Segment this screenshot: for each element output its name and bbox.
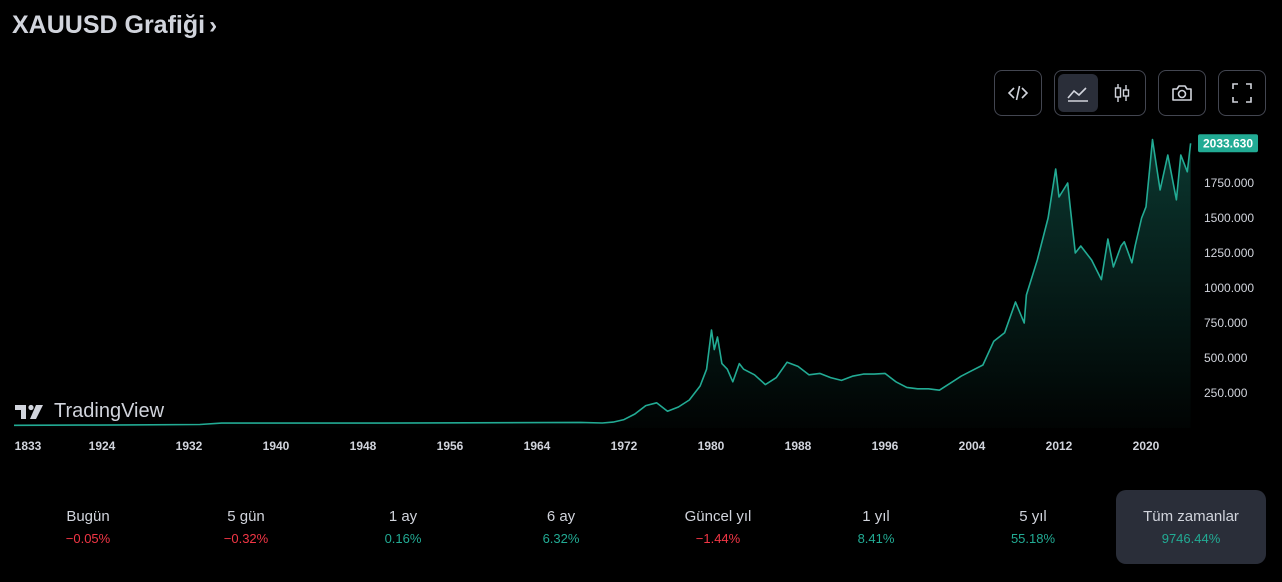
y-tick-label: 1750.000 bbox=[1204, 176, 1254, 190]
code-embed-icon bbox=[1007, 85, 1029, 101]
x-tick-label: 1996 bbox=[872, 439, 899, 453]
y-tick-label: 1500.000 bbox=[1204, 211, 1254, 225]
period-6m[interactable]: 6 ay 6.32% bbox=[486, 490, 636, 564]
period-change: 9746.44% bbox=[1161, 531, 1221, 546]
period-change: −0.32% bbox=[223, 531, 269, 546]
x-tick-label: 1924 bbox=[89, 439, 116, 453]
camera-icon bbox=[1172, 85, 1192, 101]
period-change: 8.41% bbox=[857, 531, 895, 546]
fullscreen-icon bbox=[1232, 83, 1252, 103]
page-title: XAUUSD Grafiği bbox=[12, 10, 206, 39]
chart-type-toggle bbox=[1054, 70, 1146, 116]
y-tick-label: 750.000 bbox=[1204, 316, 1248, 330]
last-price-tag bbox=[1198, 134, 1258, 153]
x-tick-label: 2004 bbox=[959, 439, 986, 453]
period-label: 1 ay bbox=[388, 508, 418, 525]
period-performance-bar: Bugün −0.05% 5 gün −0.32% 1 ay 0.16% 6 a… bbox=[0, 488, 1282, 566]
fullscreen-button[interactable] bbox=[1218, 70, 1266, 116]
period-1m[interactable]: 1 ay 0.16% bbox=[328, 490, 478, 564]
period-label: 1 yıl bbox=[862, 508, 890, 525]
y-tick-label: 500.000 bbox=[1204, 351, 1248, 365]
x-tick-label: 2020 bbox=[1133, 439, 1160, 453]
brand-name: TradingView bbox=[54, 400, 165, 422]
period-change: 55.18% bbox=[1010, 531, 1056, 546]
period-label: 6 ay bbox=[546, 508, 576, 525]
area-chart-button[interactable] bbox=[1058, 74, 1098, 112]
period-label: Güncel yıl bbox=[684, 508, 752, 525]
area-chart-icon bbox=[1067, 87, 1088, 102]
tradingview-brand[interactable]: TradingView bbox=[14, 400, 164, 423]
price-line bbox=[13, 138, 1192, 427]
x-tick-label: 1964 bbox=[524, 439, 551, 453]
period-label: Tüm zamanlar bbox=[1143, 508, 1239, 525]
period-today[interactable]: Bugün −0.05% bbox=[13, 490, 163, 564]
period-change: −0.05% bbox=[65, 531, 111, 546]
period-all-time[interactable]: Tüm zamanlar 9746.44% bbox=[1116, 490, 1266, 564]
x-tick-label: 1940 bbox=[263, 439, 290, 453]
x-tick-label: 2012 bbox=[1046, 439, 1073, 453]
last-price-label: 2033.630 bbox=[1203, 136, 1253, 150]
price-area-fill bbox=[14, 139, 1191, 428]
y-tick-label: 1000.000 bbox=[1204, 281, 1254, 295]
y-tick-label: 250.000 bbox=[1204, 386, 1248, 400]
period-change: −1.44% bbox=[695, 531, 741, 546]
candlestick-icon bbox=[1114, 84, 1130, 102]
chevron-right-icon: › bbox=[209, 12, 218, 39]
snapshot-button[interactable] bbox=[1158, 70, 1206, 116]
period-1y[interactable]: 1 yıl 8.41% bbox=[801, 490, 951, 564]
price-chart[interactable]: 250.000 500.000 750.000 1000.000 1250.000 150… bbox=[0, 130, 1282, 460]
period-ytd[interactable]: Güncel yıl −1.44% bbox=[643, 490, 793, 564]
period-change: 0.16% bbox=[384, 531, 422, 546]
x-tick-label: 1932 bbox=[176, 439, 203, 453]
period-label: Bugün bbox=[66, 508, 110, 525]
chart-title-link[interactable]: XAUUSD Grafiği › bbox=[12, 10, 217, 40]
x-tick-label: 1833 bbox=[15, 439, 42, 453]
x-tick-label: 1948 bbox=[350, 439, 377, 453]
period-label: 5 yıl bbox=[1019, 508, 1047, 525]
x-tick-label: 1956 bbox=[437, 439, 464, 453]
y-tick-label: 1250.000 bbox=[1204, 246, 1254, 260]
period-5y[interactable]: 5 yıl 55.18% bbox=[958, 490, 1108, 564]
candlestick-chart-button[interactable] bbox=[1102, 74, 1142, 112]
period-label: 5 gün bbox=[227, 508, 265, 525]
x-tick-label: 1972 bbox=[611, 439, 638, 453]
embed-button[interactable] bbox=[994, 70, 1042, 116]
period-change: 6.32% bbox=[542, 531, 580, 546]
tradingview-logo-icon bbox=[15, 404, 43, 419]
x-tick-label: 1988 bbox=[785, 439, 812, 453]
x-tick-label: 1980 bbox=[698, 439, 725, 453]
period-5d[interactable]: 5 gün −0.32% bbox=[171, 490, 321, 564]
